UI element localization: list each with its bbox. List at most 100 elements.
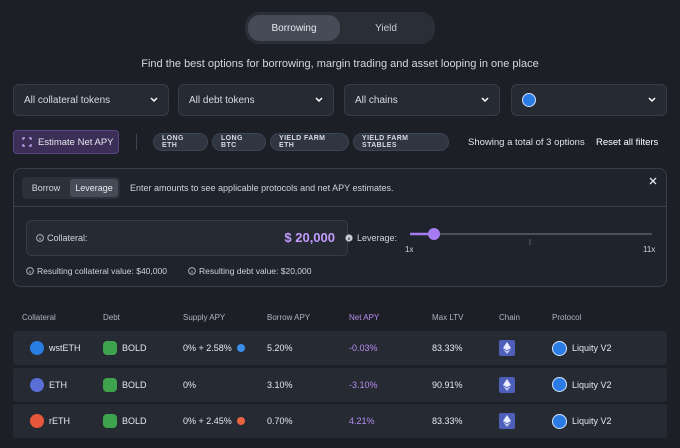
protocol-filter[interactable] bbox=[511, 84, 667, 116]
cell: Liquity V2 bbox=[552, 404, 612, 438]
mode[interactable]: Borrow bbox=[31, 183, 61, 193]
cell-text: ETH bbox=[49, 379, 67, 390]
resulting-debt: Resulting debt value: $20,000 bbox=[199, 266, 312, 276]
graphic bbox=[503, 349, 511, 354]
protocol-icon bbox=[552, 340, 567, 356]
tab[interactable]: Yield bbox=[375, 22, 397, 34]
cell: 83.33% bbox=[432, 404, 463, 438]
slider-min: 1x bbox=[405, 245, 414, 254]
cell: 0% + 2.45% bbox=[183, 404, 245, 438]
close-button[interactable] bbox=[648, 176, 658, 186]
graphic bbox=[36, 234, 44, 242]
leverage-label: Leverage: bbox=[357, 233, 398, 243]
debt-icon bbox=[103, 377, 117, 392]
table-row[interactable]: rETH BOLD 0% + 2.45% 0.70% 4.21% 83.33% Liquit… bbox=[13, 404, 667, 438]
cell-text: 0.70% bbox=[267, 416, 293, 426]
chevron bbox=[481, 97, 489, 103]
graphic bbox=[481, 97, 489, 103]
estimate-icon bbox=[22, 137, 32, 147]
cell: ETH bbox=[30, 368, 67, 402]
chip[interactable]: YIELD FARM STABLES bbox=[353, 133, 449, 151]
tab[interactable]: Borrowing bbox=[248, 15, 340, 41]
cell-text: 0% bbox=[183, 379, 197, 390]
cell: wstETH bbox=[30, 331, 81, 365]
graphic bbox=[26, 267, 34, 275]
graphic bbox=[503, 415, 511, 424]
cell: 83.33% bbox=[432, 331, 463, 365]
debt-filter[interactable]: All debt tokens bbox=[178, 84, 334, 116]
column-header: Supply APY bbox=[183, 313, 226, 322]
cell: 5.20% bbox=[267, 331, 293, 365]
eth-logo bbox=[503, 378, 511, 391]
chip[interactable]: YIELD FARM ETH bbox=[270, 133, 349, 151]
cell-text: 3.10% bbox=[267, 379, 293, 390]
protocol-icon bbox=[552, 377, 567, 392]
cell: 4.21% bbox=[349, 404, 375, 438]
cell-text: 5.20% bbox=[267, 343, 293, 353]
eth-logo bbox=[503, 342, 511, 354]
token-icon bbox=[30, 414, 44, 428]
cell: 3.10% bbox=[267, 368, 293, 402]
cell-text: Liquity V2 bbox=[572, 379, 612, 390]
collateral-value: $ 20,000 bbox=[284, 230, 335, 245]
summary: Showing a total of 3 options bbox=[468, 137, 585, 148]
graphic bbox=[315, 97, 323, 103]
column-header: Chain bbox=[499, 313, 520, 322]
cell-text: wstETH bbox=[49, 343, 81, 353]
tagline: Find the best options for borrowing, mar… bbox=[141, 58, 539, 70]
column-header: Borrow APY bbox=[267, 313, 311, 322]
hint: Enter amounts to see applicable protocol… bbox=[130, 183, 394, 193]
column-header: Max LTV bbox=[432, 313, 464, 322]
chevron bbox=[648, 97, 656, 103]
info-icon bbox=[345, 234, 353, 242]
cell: Liquity V2 bbox=[552, 368, 612, 402]
resulting-collateral: Resulting collateral value: $40,000 bbox=[37, 266, 167, 276]
cell-text: BOLD bbox=[122, 343, 147, 353]
table-row[interactable]: ETH BOLD 0% 3.10% -3.10% 90.91% Liquity V2 bbox=[13, 367, 667, 402]
cell: BOLD bbox=[103, 368, 147, 402]
chain-icon bbox=[499, 413, 515, 429]
chip[interactable]: LONG ETH bbox=[153, 133, 208, 151]
debt-icon bbox=[103, 341, 117, 355]
cell-text: -3.10% bbox=[349, 379, 378, 390]
graphic bbox=[428, 228, 440, 240]
column-header: Net APY bbox=[349, 313, 380, 322]
cell-text: 83.33% bbox=[432, 416, 463, 426]
collateral-filter[interactable]: All collateral tokens bbox=[13, 84, 169, 116]
cell: BOLD bbox=[103, 331, 147, 365]
collateral-input[interactable]: Collateral: $ 20,000 bbox=[26, 220, 348, 256]
graphic bbox=[150, 97, 158, 103]
reset-link[interactable]: Reset all filters bbox=[596, 137, 659, 148]
cell-text: 4.21% bbox=[349, 416, 375, 426]
cell: 0% bbox=[183, 368, 196, 402]
table-row[interactable]: wstETH BOLD 0% + 2.58% 5.20% -0.03% 83.33% Liq… bbox=[13, 331, 667, 365]
cell: -3.10% bbox=[349, 368, 378, 402]
cell: 0.70% bbox=[267, 404, 293, 438]
leverage-slider[interactable] bbox=[406, 226, 656, 246]
info-icon bbox=[188, 267, 196, 275]
cell: 0% + 2.58% bbox=[183, 331, 245, 365]
cell-text: BOLD bbox=[122, 416, 147, 426]
mode-toggle: Borrow Leverage bbox=[22, 177, 120, 199]
separator bbox=[13, 206, 667, 207]
reward-badge bbox=[236, 344, 245, 352]
estimate-button[interactable]: Estimate Net APY bbox=[13, 130, 119, 154]
filter-label: All debt tokens bbox=[189, 94, 255, 106]
cell: BOLD bbox=[103, 404, 147, 438]
filter-label: All collateral tokens bbox=[24, 94, 111, 106]
chain-filter[interactable]: All chains bbox=[344, 84, 500, 116]
button-label: Estimate Net APY bbox=[38, 136, 114, 148]
graphic bbox=[648, 97, 656, 103]
token-icon bbox=[30, 377, 44, 392]
slider-max: 11x bbox=[643, 245, 656, 254]
mode[interactable]: Leverage bbox=[70, 179, 118, 197]
filter-label: All chains bbox=[355, 94, 398, 106]
cell-text: 0% + 2.45% bbox=[183, 416, 232, 426]
graphic bbox=[503, 342, 511, 351]
cell: Liquity V2 bbox=[552, 331, 612, 365]
chip[interactable]: LONG BTC bbox=[212, 133, 266, 151]
column-header: Collateral bbox=[22, 313, 56, 322]
chain-icon bbox=[499, 376, 515, 393]
